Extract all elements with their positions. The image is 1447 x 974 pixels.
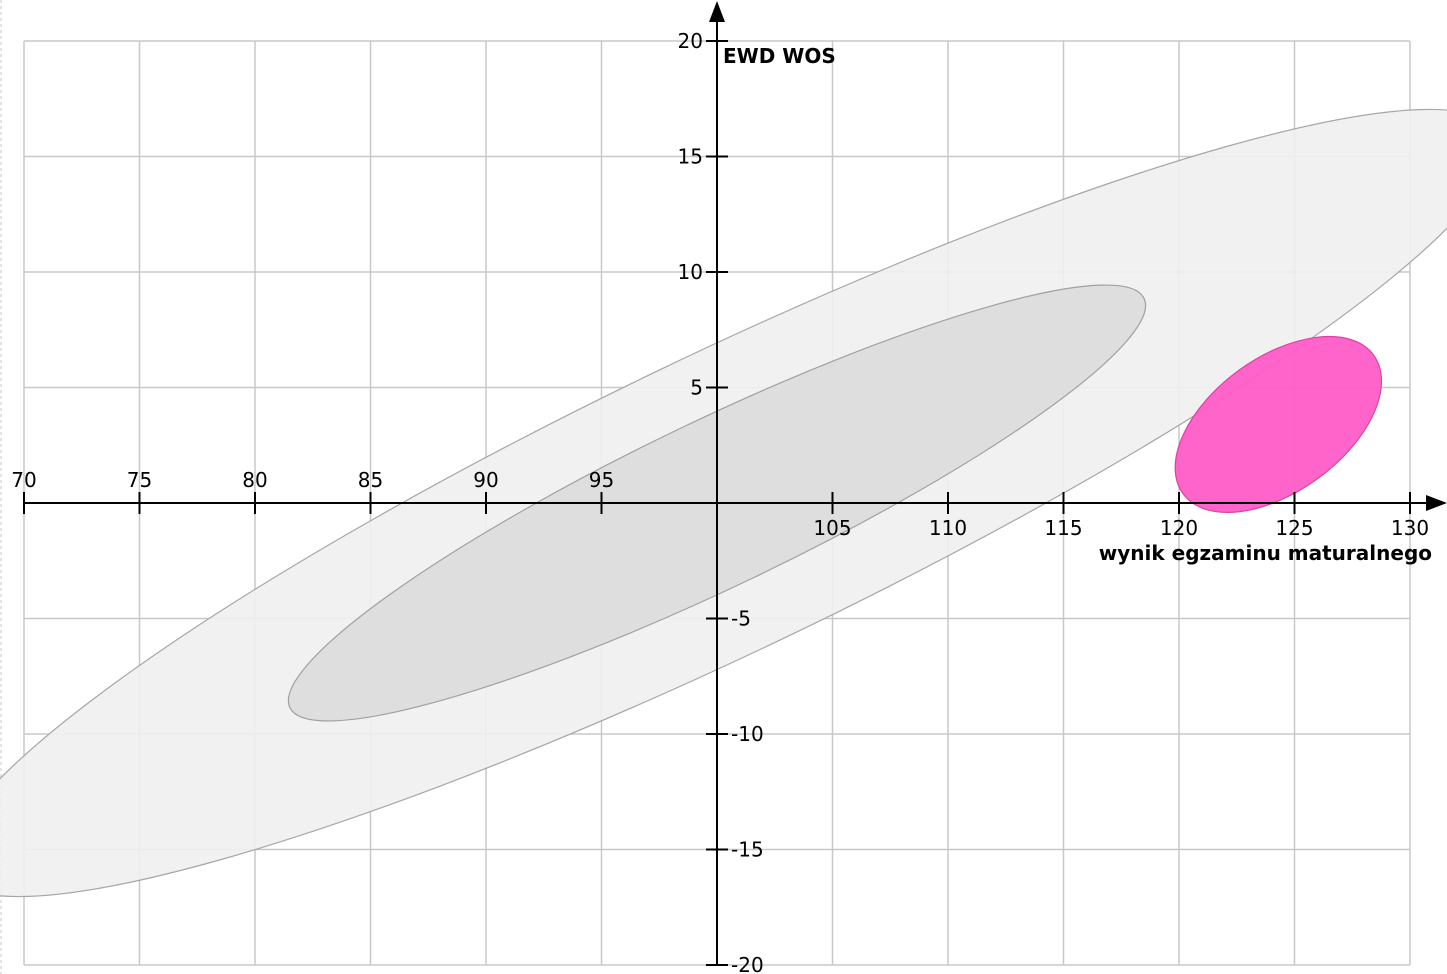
x-axis-title: wynik egzaminu maturalnego bbox=[1099, 541, 1432, 565]
y-tick-label: 10 bbox=[678, 260, 703, 284]
y-axis-title: EWD WOS bbox=[723, 44, 836, 68]
x-tick-label: 130 bbox=[1391, 516, 1429, 540]
x-tick-label: 105 bbox=[813, 516, 851, 540]
x-tick-label: 85 bbox=[358, 468, 383, 492]
x-tick-label: 115 bbox=[1044, 516, 1082, 540]
x-tick-label: 120 bbox=[1160, 516, 1198, 540]
y-tick-label: -10 bbox=[731, 722, 764, 746]
x-tick-label: 90 bbox=[473, 468, 498, 492]
x-tick-label: 75 bbox=[127, 468, 152, 492]
y-tick-label: 20 bbox=[678, 29, 703, 53]
y-tick-label: -5 bbox=[731, 607, 751, 631]
y-tick-label: -20 bbox=[731, 953, 764, 974]
y-tick-label: 5 bbox=[690, 376, 703, 400]
y-tick-label: 15 bbox=[678, 145, 703, 169]
x-tick-label: 80 bbox=[242, 468, 267, 492]
ellipse-highlight bbox=[1174, 335, 1383, 513]
y-axis-arrow bbox=[709, 1, 725, 22]
x-tick-label: 110 bbox=[929, 516, 967, 540]
x-tick-label: 95 bbox=[589, 468, 614, 492]
axes bbox=[24, 1, 1447, 965]
x-axis-arrow bbox=[1426, 495, 1447, 511]
x-tick-label: 125 bbox=[1275, 516, 1313, 540]
y-tick-label: -15 bbox=[731, 838, 764, 862]
x-tick-label: 70 bbox=[11, 468, 36, 492]
